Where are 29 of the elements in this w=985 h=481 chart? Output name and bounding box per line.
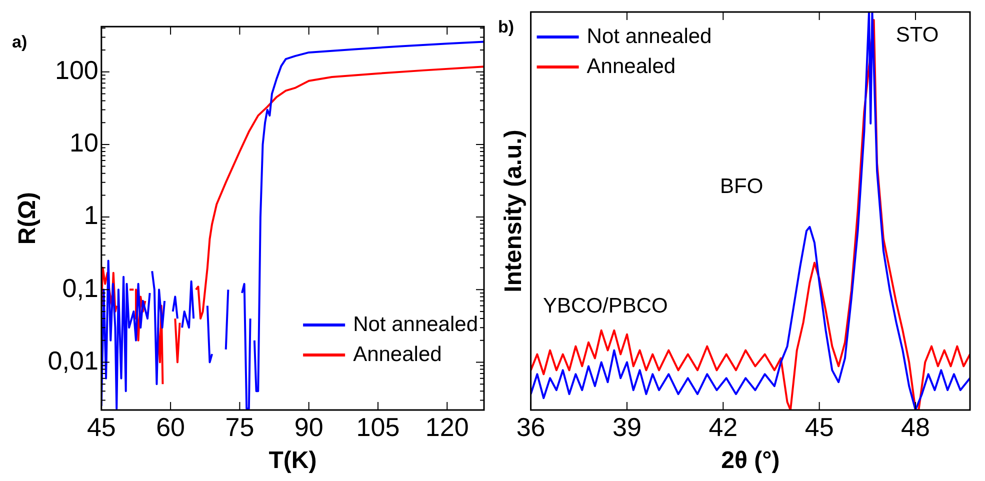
x-tick-label: 105 (356, 412, 400, 442)
x-tick-label: 36 (516, 412, 546, 442)
legend-label: Not annealed (353, 312, 478, 336)
annotation: BFO (720, 174, 764, 198)
y-tick-label: 100 (55, 55, 98, 86)
annotation: YBCO/PBCO (543, 294, 668, 318)
y-tick-label: 0,01 (48, 345, 98, 376)
x-axis-title: T(K) (268, 447, 317, 474)
annotation: STO (896, 24, 939, 47)
y-tick-label: 1 (84, 200, 98, 230)
legend-label: Not annealed (586, 24, 712, 48)
y-axis-title: R(Ω) (14, 192, 42, 245)
x-tick-label: 75 (225, 412, 254, 442)
text: a) (12, 32, 28, 52)
x-tick-label: 48 (901, 412, 930, 442)
text: b) (498, 18, 514, 37)
y-axis-title: Intensity (a.u.) (500, 130, 528, 292)
legend-label: Annealed (586, 54, 676, 78)
x-tick-label: 42 (708, 412, 738, 442)
x-axis-title: 2θ (°) (721, 447, 780, 474)
x-tick-label: 39 (612, 412, 642, 442)
x-tick-label: 45 (804, 412, 834, 442)
legend-label: Annealed (353, 342, 442, 366)
x-tick-label: 120 (425, 412, 469, 442)
y-tick-label: 0,1 (62, 272, 98, 303)
y-tick-label: 10 (69, 128, 98, 158)
x-tick-label: 45 (86, 412, 116, 442)
x-tick-label: 90 (294, 412, 324, 442)
x-tick-label: 60 (156, 412, 186, 442)
